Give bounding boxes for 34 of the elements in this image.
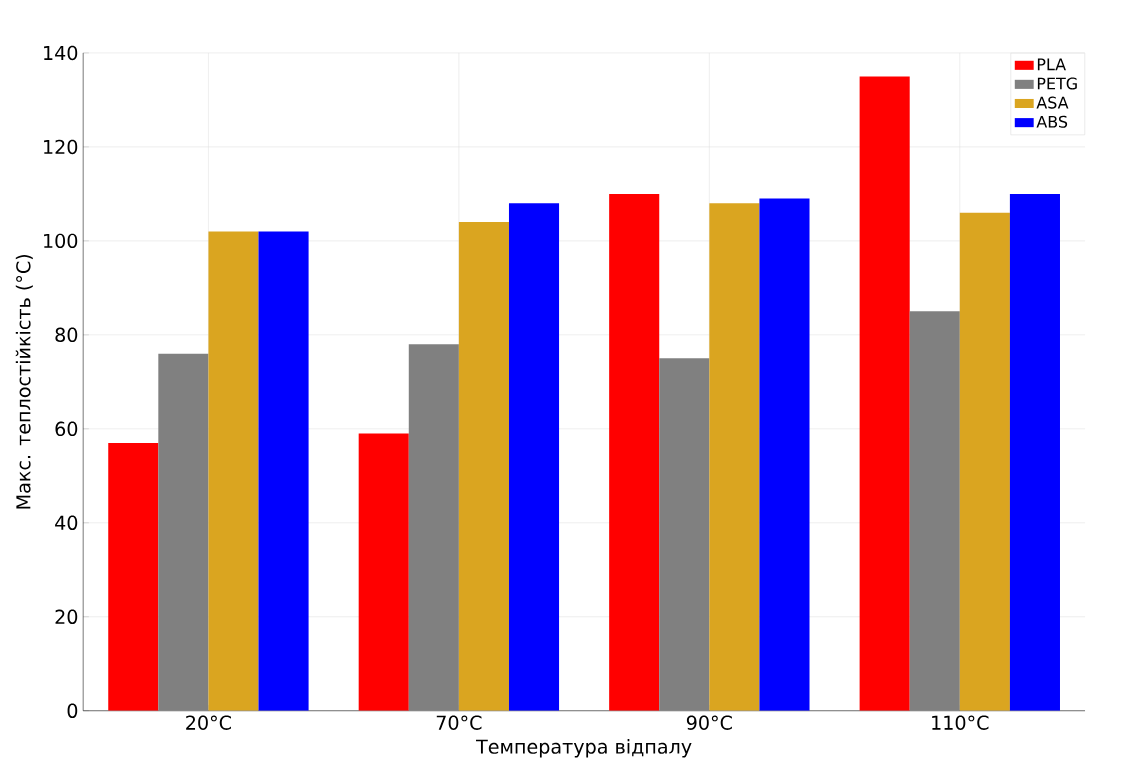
bar xyxy=(208,231,259,711)
bar xyxy=(1009,193,1060,711)
y-tick-label: 80 xyxy=(55,327,78,342)
legend-label: ASA xyxy=(1036,96,1069,109)
y-tick-label: 60 xyxy=(55,421,78,436)
legend-label: PLA xyxy=(1037,58,1066,71)
x-tick-label: 20°C xyxy=(186,715,231,730)
bar xyxy=(358,433,409,711)
x-tick-label: 110°C xyxy=(932,715,989,730)
y-tick-label: 0 xyxy=(67,703,78,718)
y-tick-label: 100 xyxy=(44,233,78,248)
y-tick-label: 40 xyxy=(55,515,78,530)
y-tick-label: 140 xyxy=(44,45,78,61)
y-tick-label: 120 xyxy=(44,139,78,155)
legend-label: PETG xyxy=(1037,77,1077,90)
bar xyxy=(609,193,660,711)
legend-label: ABS xyxy=(1036,115,1068,128)
bar xyxy=(158,353,209,711)
bar xyxy=(759,198,810,711)
bar xyxy=(508,203,560,711)
bar xyxy=(959,212,1010,711)
x-axis-title: Температура відпалу xyxy=(476,738,692,758)
x-tick-label: 90°C xyxy=(686,715,732,730)
bar xyxy=(709,203,760,711)
bar xyxy=(659,358,710,711)
x-tick-label: 70°C xyxy=(436,715,482,730)
bar xyxy=(909,311,960,711)
bar xyxy=(408,344,459,711)
bar xyxy=(108,442,159,711)
y-axis-title: Макс. теплостійкість (°C) xyxy=(15,254,33,509)
y-tick-label: 20 xyxy=(55,609,78,624)
bar xyxy=(258,231,309,711)
bar xyxy=(859,76,910,711)
bar xyxy=(458,221,509,711)
